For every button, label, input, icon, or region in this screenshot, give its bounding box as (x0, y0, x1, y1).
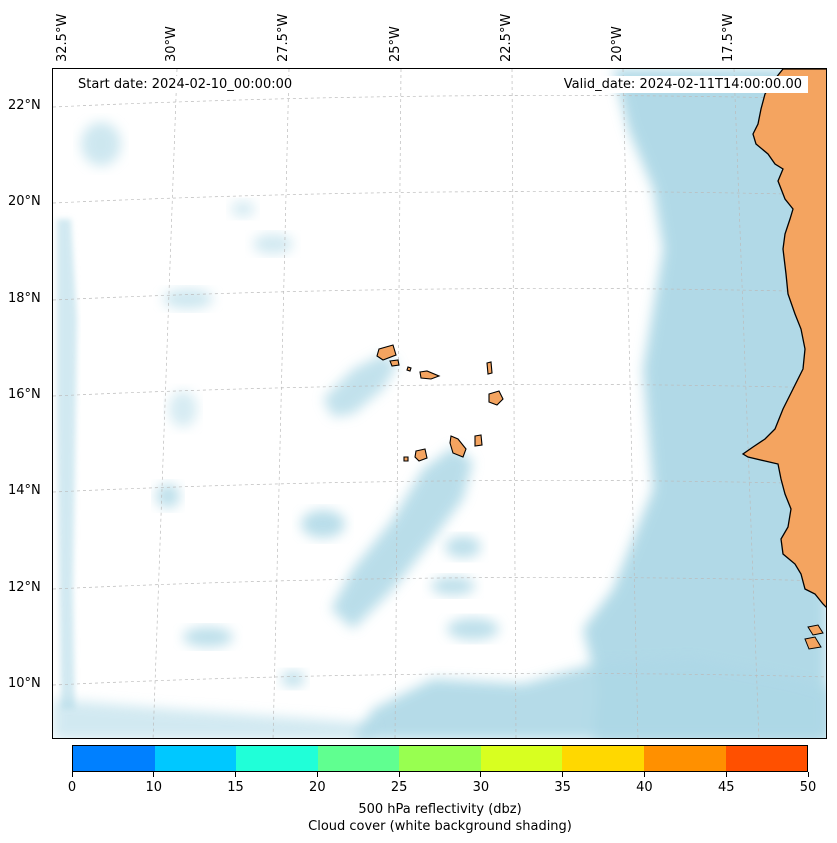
cloud-streak-central (331, 447, 473, 629)
colorbar-tick (725, 772, 727, 777)
island-brava (403, 456, 409, 462)
colorbar-segment (154, 746, 237, 771)
colorbar-tick (71, 772, 73, 777)
gridline-meridian-27-5w (272, 69, 290, 738)
colorbar-segment (236, 746, 318, 771)
colorbar-segment (725, 746, 808, 771)
island-fogo (414, 448, 428, 462)
cloud-patch-k (231, 201, 255, 217)
lat-label-18n: 18°N (8, 291, 41, 306)
cloud-patch-e (431, 577, 475, 595)
colorbar-segment (480, 746, 563, 771)
colorbar-tick-label: 25 (390, 780, 408, 795)
island-maio (474, 434, 483, 447)
cloud-patch-l (169, 391, 197, 427)
cloud-cover-layer (53, 69, 826, 738)
cloud-band-east (583, 69, 826, 738)
graticule (53, 69, 826, 738)
colorbar-tick (235, 772, 237, 777)
gridline-meridian-17-5w (733, 69, 760, 738)
lat-label-22n: 22°N (8, 98, 41, 113)
bissagos-island-b (804, 636, 822, 650)
bissagos-island-a (807, 624, 824, 636)
colorbar-label-reflectivity: 500 hPa reflectivity (dbz) (358, 802, 522, 817)
start-date-label: Start date: 2024-02-10_00:00:00 (72, 76, 299, 93)
lon-label-32-5w: 32.5°W (55, 13, 70, 62)
map-panel[interactable] (52, 68, 827, 739)
africa-landmass (741, 69, 826, 608)
cloud-patch-c (183, 627, 233, 647)
lat-label-20n: 20°N (8, 194, 41, 209)
cloud-patch-a (301, 510, 345, 538)
cloud-patch-d (447, 618, 499, 640)
island-santa-luzia (406, 366, 412, 372)
island-sao-nicolau (419, 370, 441, 380)
lon-label-30w: 30°W (164, 26, 179, 62)
colorbar-label-cloud-cover: Cloud cover (white background shading) (308, 819, 572, 834)
colorbar-tick-label: 15 (227, 780, 244, 795)
cape-verde-islands (376, 344, 504, 462)
colorbar-tick-label: 35 (554, 780, 571, 795)
colorbar-tick-label: 0 (67, 780, 77, 795)
colorbar-tick (643, 772, 645, 777)
lat-label-14n: 14°N (8, 483, 41, 498)
cloud-streak-north (323, 354, 398, 417)
map-canvas (53, 69, 826, 738)
cloud-band-south (354, 659, 826, 738)
lat-label-12n: 12°N (8, 580, 41, 595)
colorbar-tick (562, 772, 564, 777)
cloud-patch-g (281, 671, 305, 687)
lon-label-20w: 20°W (610, 26, 625, 62)
lon-label-17-5w: 17.5°W (721, 13, 736, 62)
colorbar-tick (398, 772, 400, 777)
colorbar-tick-label: 30 (472, 780, 490, 795)
cloud-patch-i (163, 289, 213, 309)
cloud-band-south-west (53, 699, 373, 738)
colorbar-tick-label: 20 (309, 780, 326, 795)
gridline-meridian-22-5w (511, 69, 517, 738)
lon-label-22-5w: 22.5°W (499, 13, 514, 62)
colorbar-tick-label: 45 (717, 780, 735, 795)
gridline-meridian-30w (152, 69, 178, 738)
lon-label-27-5w: 27.5°W (276, 13, 291, 62)
colorbar-tick-label: 40 (636, 780, 653, 795)
lon-label-25w: 25°W (388, 26, 403, 62)
cloud-patch-f (445, 536, 481, 558)
colorbar-segment (317, 746, 400, 771)
cloud-patch-j (253, 234, 293, 254)
island-santo-antao (376, 344, 397, 361)
colorbar-segment (643, 746, 726, 771)
colorbar-tick (153, 772, 155, 777)
colorbar-tick (316, 772, 318, 777)
valid-date-label: Valid_date: 2024-02-11T14:00:00.00 (557, 76, 808, 93)
cloud-patch-h (81, 122, 121, 166)
lat-label-16n: 16°N (8, 387, 41, 402)
gridline-meridian-20w (622, 69, 639, 738)
island-sao-vicente (389, 359, 400, 367)
colorbar-tick (807, 772, 809, 777)
colorbar-segment (73, 746, 155, 771)
colorbar-tick-label: 50 (799, 780, 817, 795)
gridline-meridian-25w (394, 69, 402, 738)
colorbar-tick (480, 772, 482, 777)
colorbar (72, 745, 808, 772)
island-sal (486, 361, 493, 375)
island-boa-vista (488, 390, 504, 406)
cloud-band-west (57, 219, 77, 709)
colorbar-segment (399, 746, 481, 771)
island-santiago (449, 435, 467, 458)
lat-label-10n: 10°N (8, 676, 41, 691)
colorbar-tick-label: 10 (145, 780, 163, 795)
colorbar-segment (562, 746, 644, 771)
